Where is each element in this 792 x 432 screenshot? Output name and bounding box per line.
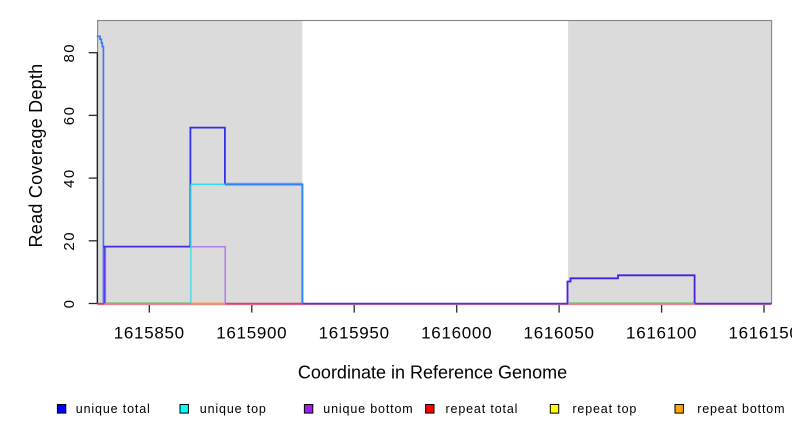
- svg-text:1615850: 1615850: [114, 324, 185, 343]
- svg-text:80: 80: [61, 43, 78, 63]
- svg-text:1615900: 1615900: [216, 324, 287, 343]
- svg-text:40: 40: [61, 168, 78, 188]
- svg-text:unique bottom: unique bottom: [323, 402, 413, 416]
- svg-text:Read Coverage Depth: Read Coverage Depth: [26, 64, 46, 248]
- svg-text:unique total: unique total: [76, 402, 151, 416]
- svg-text:repeat bottom: repeat bottom: [697, 402, 785, 416]
- svg-text:1616100: 1616100: [626, 324, 697, 343]
- svg-text:0: 0: [61, 299, 78, 309]
- svg-text:20: 20: [61, 231, 78, 251]
- svg-text:1615950: 1615950: [319, 324, 390, 343]
- svg-text:repeat top: repeat top: [572, 402, 637, 416]
- svg-text:1616000: 1616000: [421, 324, 492, 343]
- svg-text:60: 60: [61, 106, 78, 126]
- svg-text:unique top: unique top: [200, 402, 267, 416]
- svg-text:Coordinate in Reference Genome: Coordinate in Reference Genome: [298, 363, 567, 383]
- svg-text:repeat total: repeat total: [446, 402, 519, 416]
- svg-text:1616050: 1616050: [524, 324, 595, 343]
